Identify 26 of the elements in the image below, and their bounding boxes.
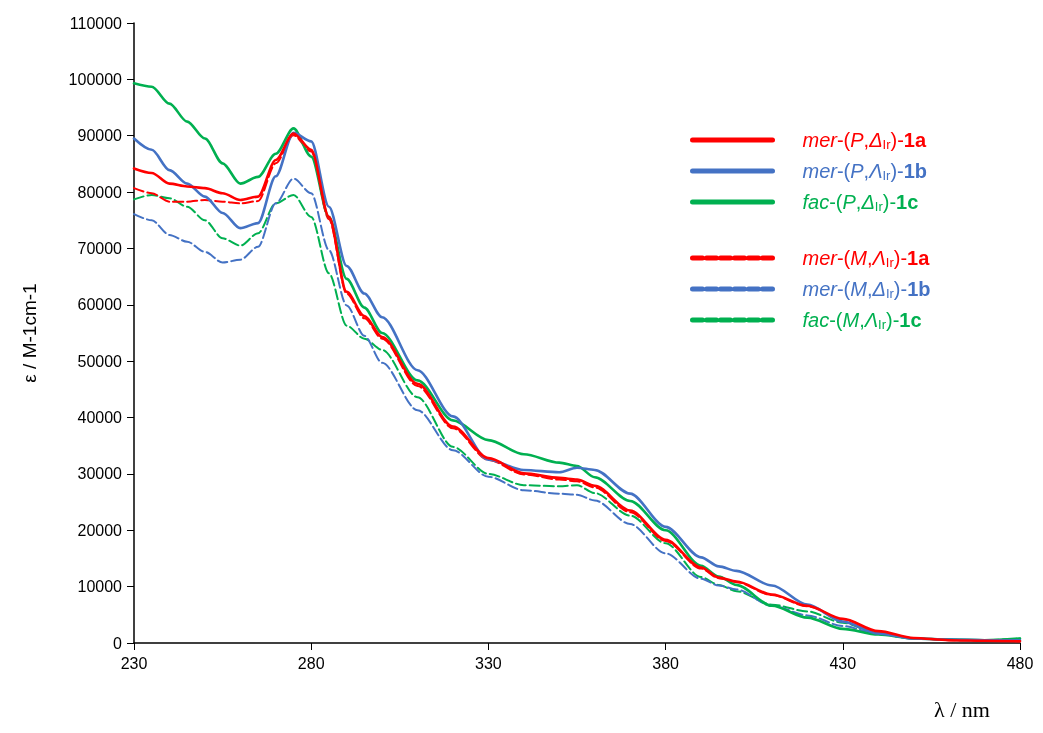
legend-label: fac-(P,ΔIr)-1c xyxy=(802,191,919,214)
x-tick-label: 380 xyxy=(652,654,680,672)
y-tick-label: 10000 xyxy=(77,578,123,596)
x-tick-label: 480 xyxy=(1006,654,1034,672)
x-tick-label: 230 xyxy=(120,654,148,672)
y-tick-label: 100000 xyxy=(68,70,123,88)
legend-label: mer-(M,ΔIr)-1b xyxy=(802,278,931,301)
y-tick-label: 80000 xyxy=(77,183,123,201)
x-axis-title: λ / nm xyxy=(934,696,990,722)
legend-label: mer-(P,ΛIr)-1b xyxy=(802,160,928,183)
x-tick-label: 430 xyxy=(829,654,857,672)
y-tick-label: 0 xyxy=(113,634,123,652)
y-tick-label: 50000 xyxy=(77,352,123,370)
x-tick-label: 330 xyxy=(475,654,502,672)
x-tick-label: 280 xyxy=(297,654,325,672)
legend-label: fac-(M,ΛIr)-1c xyxy=(802,309,922,332)
legend-label: mer-(P,ΔIr)-1a xyxy=(802,129,927,152)
y-tick-label: 70000 xyxy=(77,239,123,257)
y-tick-label: 30000 xyxy=(77,465,123,483)
y-tick-label: 90000 xyxy=(77,127,123,145)
y-tick-label: 40000 xyxy=(77,409,123,427)
y-tick-label: 110000 xyxy=(69,14,123,32)
y-axis-title: ε / M-1cm-1 xyxy=(19,283,40,383)
y-tick-label: 60000 xyxy=(77,296,123,314)
legend-label: mer-(M,ΛIr)-1a xyxy=(802,247,931,270)
y-tick-label: 20000 xyxy=(77,521,123,539)
